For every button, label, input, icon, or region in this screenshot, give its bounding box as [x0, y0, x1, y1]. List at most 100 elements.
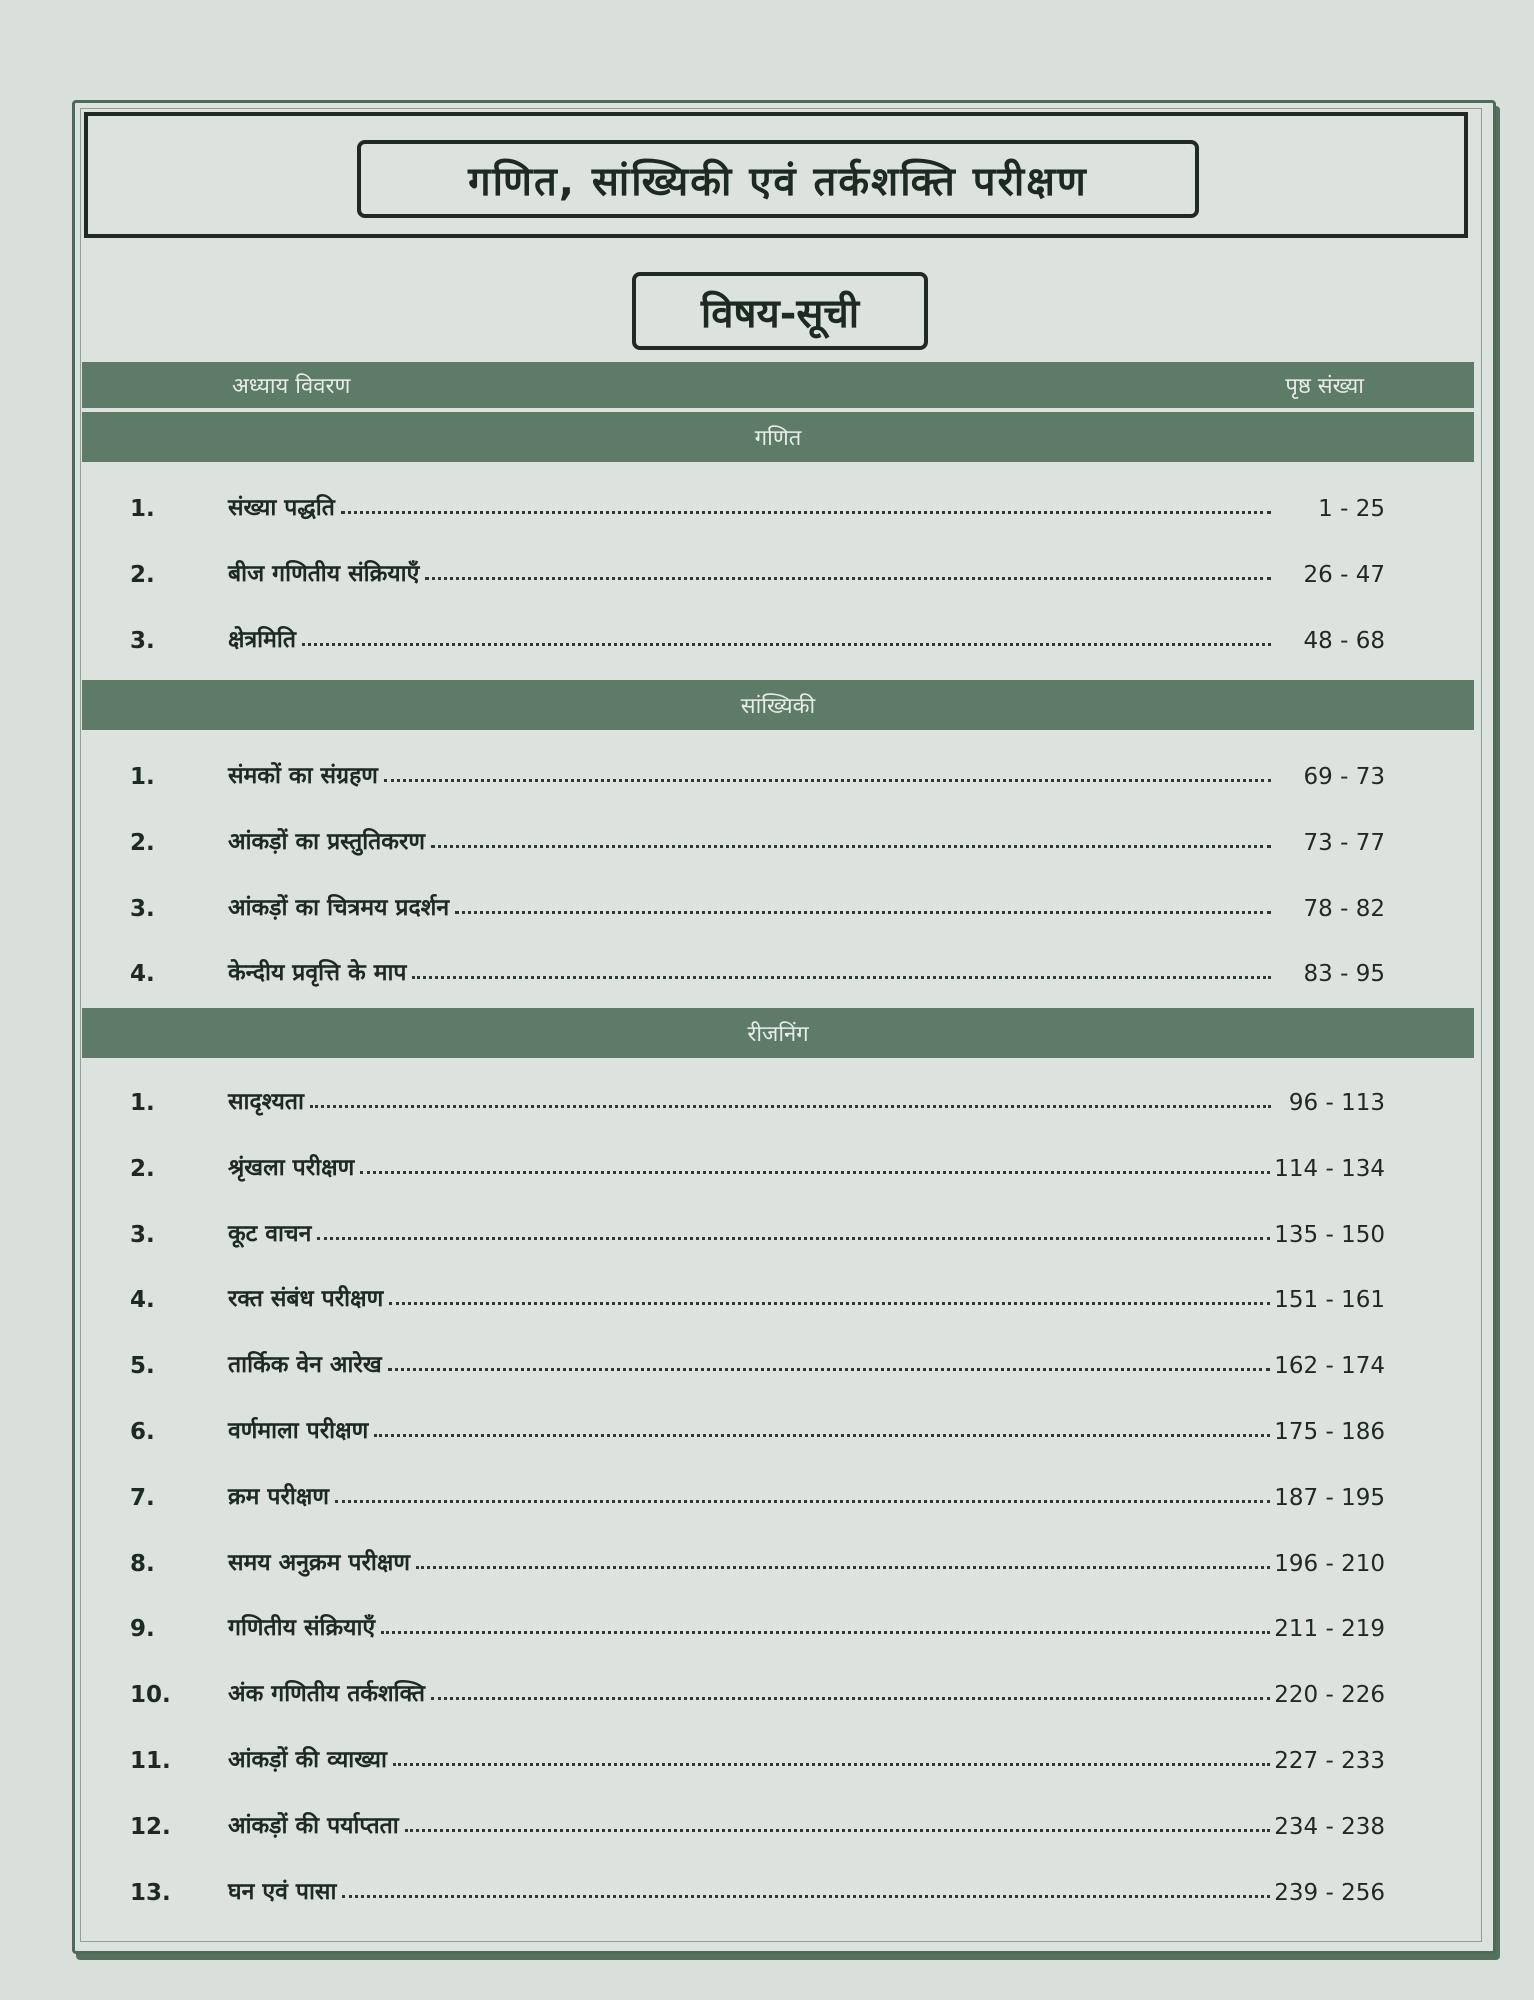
dot-leader — [404, 1829, 1271, 1832]
page-range: 196 - 210 — [1274, 1551, 1385, 1577]
toc-entry[interactable]: 2. श्रृंखला परीक्षण 114 - 134 — [130, 1142, 1385, 1182]
dot-leader — [340, 511, 1271, 514]
dot-leader — [309, 1105, 1271, 1108]
toc-entry[interactable]: 6. वर्णमाला परीक्षण 175 - 186 — [130, 1405, 1385, 1445]
chapter-number: 10. — [130, 1682, 171, 1708]
page-range: 69 - 73 — [1303, 764, 1385, 790]
toc-entry[interactable]: 4. रक्त संबंध परीक्षण 151 - 161 — [130, 1273, 1385, 1313]
chapter-number: 6. — [130, 1419, 155, 1445]
page-range: 78 - 82 — [1303, 896, 1385, 922]
chapter-number: 2. — [130, 562, 155, 588]
page-range: 83 - 95 — [1303, 961, 1385, 987]
chapter-title: संमकों का संग्रहण — [228, 763, 378, 789]
toc-entry[interactable]: 7. क्रम परीक्षण 187 - 195 — [130, 1471, 1385, 1511]
dot-leader — [392, 1763, 1271, 1766]
section-header: रीजनिंग — [82, 1008, 1474, 1058]
section-header: गणित — [82, 412, 1474, 462]
pages-column-header: पृष्ठ संख्या — [1285, 374, 1364, 399]
chapter-number: 9. — [130, 1616, 155, 1642]
chapter-number: 3. — [130, 628, 155, 654]
chapter-number: 12. — [130, 1814, 171, 1840]
chapter-number: 5. — [130, 1353, 155, 1379]
page-range: 211 - 219 — [1274, 1616, 1385, 1642]
chapter-number: 2. — [130, 830, 155, 856]
toc-entry[interactable]: 10. अंक गणितीय तर्कशक्ति 220 - 226 — [130, 1668, 1385, 1708]
dot-leader — [360, 1171, 1271, 1174]
toc-entry[interactable]: 2. आंकड़ों का प्रस्तुतिकरण 73 - 77 — [130, 816, 1385, 856]
page-range: 96 - 113 — [1288, 1090, 1385, 1116]
page-range: 239 - 256 — [1274, 1880, 1385, 1906]
chapter-number: 1. — [130, 1090, 155, 1116]
toc-entry[interactable]: 3. आंकड़ों का चित्रमय प्रदर्शन 78 - 82 — [130, 882, 1385, 922]
chapter-title: तार्किक वेन आरेख — [228, 1352, 382, 1378]
page-range: 162 - 174 — [1274, 1353, 1385, 1379]
dot-leader — [425, 577, 1271, 580]
chapter-title: आंकड़ों का प्रस्तुतिकरण — [228, 829, 425, 855]
toc-entry[interactable]: 1. संख्या पद्धति 1 - 25 — [130, 482, 1385, 522]
dot-leader — [415, 1566, 1271, 1569]
toc-entry[interactable]: 8. समय अनुक्रम परीक्षण 196 - 210 — [130, 1537, 1385, 1577]
toc-entry[interactable]: 13. घन एवं पासा 239 - 256 — [130, 1866, 1385, 1906]
dot-leader — [334, 1500, 1271, 1503]
toc-entry[interactable]: 3. कूट वाचन 135 - 150 — [130, 1208, 1385, 1248]
chapter-column-header: अध्याय विवरण — [232, 374, 351, 399]
chapter-number: 11. — [130, 1748, 171, 1774]
chapter-title: कूट वाचन — [228, 1221, 312, 1247]
chapter-title: संख्या पद्धति — [228, 495, 335, 521]
dot-leader — [387, 1368, 1271, 1371]
chapter-number: 4. — [130, 1287, 155, 1313]
chapter-title: समय अनुक्रम परीक्षण — [228, 1550, 410, 1576]
chapter-title: अंक गणितीय तर्कशक्ति — [228, 1681, 426, 1707]
page-range: 114 - 134 — [1274, 1156, 1385, 1182]
chapter-title: रक्त संबंध परीक्षण — [228, 1286, 384, 1312]
section-header: सांख्यिकी — [82, 680, 1474, 730]
chapter-title: सादृश्यता — [228, 1089, 304, 1115]
chapter-number: 8. — [130, 1551, 155, 1577]
chapter-title: क्षेत्रमिति — [228, 627, 296, 653]
toc-entry[interactable]: 5. तार्किक वेन आरेख 162 - 174 — [130, 1339, 1385, 1379]
toc-entry[interactable]: 1. सादृश्यता 96 - 113 — [130, 1076, 1385, 1116]
page-range: 220 - 226 — [1274, 1682, 1385, 1708]
dot-leader — [412, 976, 1271, 979]
dot-leader — [455, 911, 1271, 914]
dot-leader — [301, 643, 1271, 646]
dot-leader — [317, 1237, 1271, 1240]
chapter-title: घन एवं पासा — [228, 1879, 337, 1905]
page-range: 227 - 233 — [1274, 1748, 1385, 1774]
toc-entry[interactable]: 3. क्षेत्रमिति 48 - 68 — [130, 614, 1385, 654]
toc-entry[interactable]: 11. आंकड़ों की व्याख्या 227 - 233 — [130, 1734, 1385, 1774]
chapter-title: केन्दीय प्रवृत्ति के माप — [228, 960, 407, 986]
toc-entry[interactable]: 4. केन्दीय प्रवृत्ति के माप 83 - 95 — [130, 947, 1385, 987]
chapter-number: 1. — [130, 496, 155, 522]
chapter-number: 13. — [130, 1880, 171, 1906]
contents-heading: विषय-सूची — [632, 272, 928, 350]
page-range: 151 - 161 — [1274, 1287, 1385, 1313]
dot-leader — [374, 1434, 1271, 1437]
dot-leader — [342, 1895, 1271, 1898]
toc-entry[interactable]: 2. बीज गणितीय संक्रियाएँ 26 - 47 — [130, 548, 1385, 588]
dot-leader — [431, 1697, 1271, 1700]
chapter-title: क्रम परीक्षण — [228, 1484, 329, 1510]
chapter-title: वर्णमाला परीक्षण — [228, 1418, 369, 1444]
page-range: 1 - 25 — [1318, 496, 1385, 522]
chapter-title: आंकड़ों का चित्रमय प्रदर्शन — [228, 895, 450, 921]
toc-entry[interactable]: 1. संमकों का संग्रहण 69 - 73 — [130, 750, 1385, 790]
dot-leader — [383, 779, 1271, 782]
page-range: 48 - 68 — [1303, 628, 1385, 654]
page-range: 26 - 47 — [1303, 562, 1385, 588]
page-range: 73 - 77 — [1303, 830, 1385, 856]
chapter-title: आंकड़ों की व्याख्या — [228, 1747, 387, 1773]
page-range: 234 - 238 — [1274, 1814, 1385, 1840]
chapter-title: बीज गणितीय संक्रियाएँ — [228, 561, 420, 587]
toc-entry[interactable]: 12. आंकड़ों की पर्याप्तता 234 - 238 — [130, 1800, 1385, 1840]
book-title: गणित, सांख्यिकी एवं तर्कशक्ति परीक्षण — [357, 140, 1199, 218]
chapter-number: 3. — [130, 896, 155, 922]
chapter-number: 1. — [130, 764, 155, 790]
dot-leader — [389, 1302, 1271, 1305]
toc-entry[interactable]: 9. गणितीय संक्रियाएँ 211 - 219 — [130, 1602, 1385, 1642]
dot-leader — [381, 1631, 1271, 1634]
page-range: 187 - 195 — [1274, 1485, 1385, 1511]
column-header-bar: अध्याय विवरण पृष्ठ संख्या — [82, 362, 1474, 408]
page-range: 175 - 186 — [1274, 1419, 1385, 1445]
chapter-number: 7. — [130, 1485, 155, 1511]
